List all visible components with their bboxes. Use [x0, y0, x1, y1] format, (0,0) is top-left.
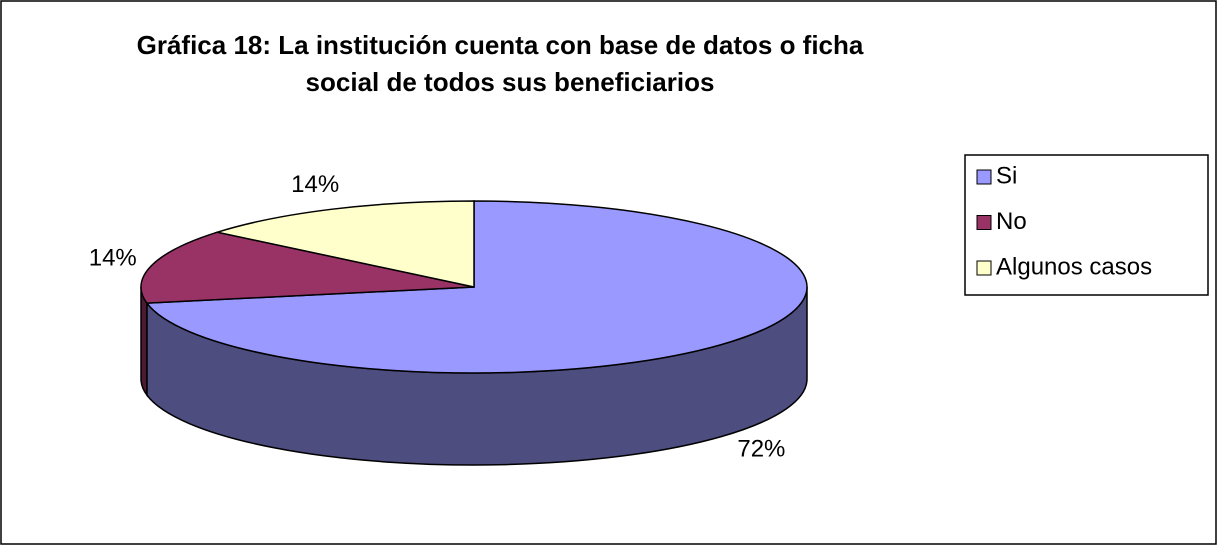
legend-swatch	[976, 169, 992, 185]
chart-title: Gráfica 18: La institución cuenta con ba…	[137, 30, 864, 60]
slice-side	[140, 286, 148, 398]
legend-swatch	[976, 260, 992, 276]
legend-label: No	[996, 208, 1027, 235]
data-label: 14%	[89, 245, 137, 272]
legend-box	[964, 154, 1209, 296]
slice	[145, 200, 808, 374]
chart-title: social de todos sus beneficiarios	[306, 67, 715, 97]
legend-swatch	[976, 215, 992, 230]
slice	[214, 200, 475, 288]
legend-label: Algunos casos	[996, 253, 1152, 280]
data-label: 72%	[737, 436, 785, 463]
data-label: 14%	[291, 171, 339, 198]
legend-label: Si	[996, 162, 1017, 189]
slice	[140, 231, 475, 304]
